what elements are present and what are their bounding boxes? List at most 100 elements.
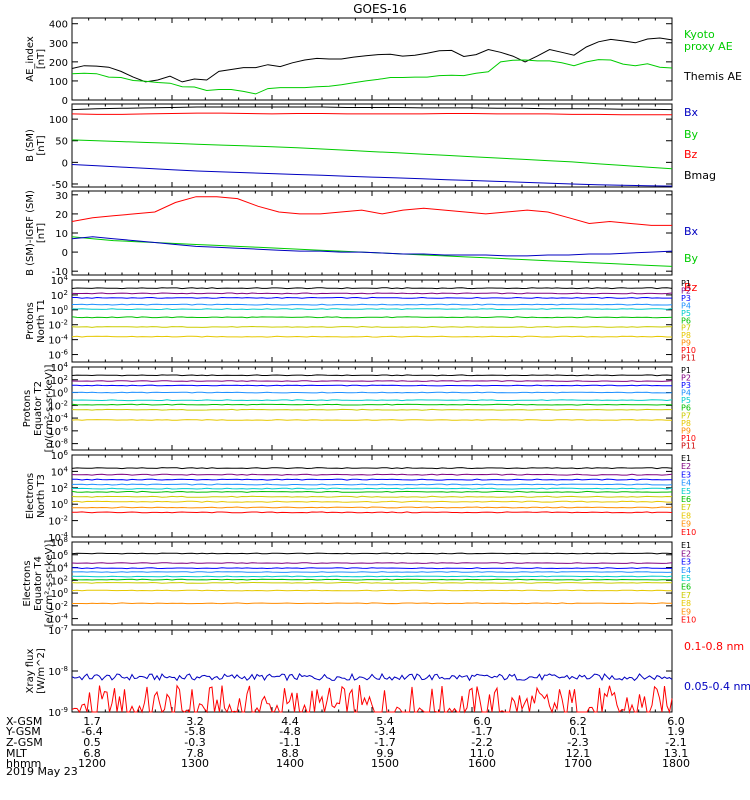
- y-axis-label: [e/(cm²-s-sr-keV)]: [44, 540, 55, 628]
- ephemeris-value: 8.8: [281, 747, 299, 760]
- ephemeris-value: 4.4: [281, 715, 299, 728]
- legend-label: Bx: [684, 225, 699, 238]
- series-line: [71, 139, 673, 170]
- y-tick-label: 104: [51, 274, 69, 287]
- ephemeris-label: hhmm: [6, 757, 41, 770]
- ephemeris-value: 5.4: [376, 715, 394, 728]
- y-tick-label: 0: [62, 158, 68, 169]
- series-legend-label: P8: [681, 331, 691, 340]
- series-legend-label: E10: [681, 528, 696, 537]
- series-legend-label: E1: [681, 454, 691, 463]
- y-axis-label: Equator T2: [33, 381, 44, 436]
- series-legend-label: P3: [681, 381, 691, 390]
- ephemeris-label: MLT: [6, 747, 27, 760]
- series-legend-label: E5: [681, 574, 691, 583]
- panel-bigrf: -10 0 10 20 30 B (SM)-IGRF (SM) [nT] Bx By Bz: [25, 190, 699, 294]
- series-legend-label: P6: [681, 404, 691, 413]
- panel-bsm: -50 0 50 100 B (SM) [nT] Bx By Bz Bmag: [25, 103, 716, 191]
- y-tick-label: 102: [51, 482, 68, 495]
- series-legend-label: P10: [681, 346, 696, 355]
- series-line: [71, 106, 673, 111]
- series-legend-label: E10: [681, 616, 696, 625]
- series-line: [71, 490, 673, 493]
- ephemeris-value: -2.2: [471, 736, 492, 749]
- y-axis-label: Xray flux: [25, 649, 36, 694]
- y-tick-label: 100: [51, 387, 68, 400]
- ephemeris-value: 1.9: [667, 725, 685, 738]
- series-legend-label: E3: [681, 558, 691, 567]
- legend-label: 0.05-0.4 nm: [684, 680, 750, 693]
- y-tick-label: 10-7: [48, 624, 68, 637]
- ephemeris-value: 1500: [371, 757, 399, 770]
- y-axis-label: AE_index: [25, 36, 36, 82]
- series-legend-label: P7: [681, 324, 691, 333]
- ephemeris-value: -4.8: [279, 725, 300, 738]
- y-tick-label: 400: [49, 20, 68, 31]
- y-axis-label: Electrons: [25, 473, 36, 519]
- series-line: [71, 672, 673, 682]
- ephemeris-value: 1800: [662, 757, 690, 770]
- series-line: [72, 384, 672, 387]
- y-tick-label: 10-4: [48, 412, 68, 425]
- series-line: [72, 571, 673, 573]
- y-tick-label: 0: [62, 96, 68, 107]
- series-line: [71, 59, 673, 95]
- ephemeris-value: 1400: [276, 757, 304, 770]
- series-line: [71, 380, 673, 382]
- series-legend-label: P10: [681, 434, 696, 443]
- series-line: [71, 552, 673, 555]
- series-legend-label: P1: [681, 279, 691, 288]
- ephemeris-value: 12.1: [566, 747, 591, 760]
- y-tick-label: 100: [51, 304, 68, 317]
- y-axis-label: B (SM): [25, 129, 36, 162]
- series-line: [71, 408, 673, 411]
- ephemeris-value: -0.3: [184, 736, 205, 749]
- y-tick-label: 10-6: [48, 425, 68, 438]
- series-line: [71, 581, 673, 584]
- ephemeris-value: -1.1: [279, 736, 300, 749]
- ephemeris-label: Y-GSM: [5, 725, 41, 738]
- y-axis-label: [nT]: [36, 223, 47, 243]
- legend-label: 0.1-0.8 nm: [684, 640, 744, 653]
- legend-label: Themis AE: [683, 70, 742, 83]
- ephemeris-label: Z-GSM: [6, 736, 43, 749]
- series-line: [71, 292, 673, 295]
- y-tick-label: 0: [62, 248, 68, 259]
- ephemeris-value: 0.5: [83, 736, 101, 749]
- y-tick-label: 102: [51, 374, 68, 387]
- ephemeris-value: 7.8: [186, 747, 204, 760]
- panel-frame: [71, 17, 673, 101]
- y-tick-label: 100: [49, 115, 68, 126]
- series-line: [72, 478, 672, 481]
- y-tick-label: 10-4: [48, 531, 68, 544]
- y-tick-label: 10-6: [48, 349, 68, 362]
- series-legend-label: E1: [681, 541, 691, 550]
- y-tick-label: 10-2: [48, 600, 68, 613]
- series-line: [71, 287, 673, 290]
- y-axis-label: [nT]: [36, 135, 47, 155]
- series-line: [72, 303, 673, 306]
- y-tick-label: 100: [49, 77, 68, 88]
- series-legend-label: P6: [681, 316, 691, 325]
- series-legend-label: E9: [681, 607, 691, 616]
- y-axis-label: North T1: [36, 299, 47, 343]
- series-line: [71, 575, 673, 578]
- ephemeris-table: X-GSM 1.7 3.2 4.4 5.4 6.0 6.2 6.0Y-GSM -6.4 -5.8-…: [5, 715, 690, 770]
- series-legend-label: E9: [681, 520, 691, 529]
- series-legend-label: E3: [681, 470, 691, 479]
- plot-title: GOES-16: [353, 2, 407, 16]
- series-line: [72, 602, 672, 605]
- series-legend-label: E8: [681, 599, 691, 608]
- series-legend-label: E7: [681, 591, 691, 600]
- series-legend-label: P9: [681, 339, 691, 348]
- y-axis-label: [nT]: [36, 49, 47, 69]
- series-line: [71, 473, 673, 476]
- series-legend-label: P4: [681, 301, 691, 310]
- y-tick-label: 10-2: [48, 515, 68, 528]
- y-axis-label: Protons: [25, 302, 36, 339]
- panel-frame: [71, 366, 673, 451]
- y-tick-label: 10-2: [48, 399, 68, 412]
- series-legend-label: E8: [681, 511, 691, 520]
- y-axis-label: [W/m^2]: [36, 648, 47, 694]
